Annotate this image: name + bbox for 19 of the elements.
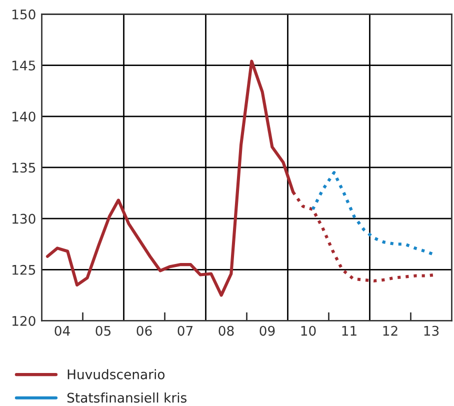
y-tick-label: 130 (12, 214, 36, 224)
x-tick-label: 05 (96, 326, 111, 336)
x-tick-label: 04 (54, 326, 70, 336)
y-tick-label: 150 (12, 9, 36, 20)
x-tick-label: 11 (342, 326, 356, 336)
y-tick-label: 145 (12, 60, 36, 70)
x-tick-label: 08 (218, 326, 234, 336)
x-tick-label: 10 (301, 326, 316, 336)
x-tick-label: 13 (424, 326, 439, 336)
x-tick-label: 07 (178, 326, 193, 336)
x-tick-label: 09 (260, 326, 275, 336)
y-tick-label: 135 (12, 162, 36, 173)
legend-label: Statsfinansiell kris (67, 392, 186, 403)
y-tick-label: 120 (12, 316, 36, 326)
y-tick-label: 125 (12, 264, 36, 275)
x-tick-label: 06 (136, 326, 152, 336)
x-tick-label: 12 (383, 326, 398, 336)
legend-label: Huvudscenario (68, 369, 165, 380)
y-tick-label: 140 (12, 112, 36, 122)
